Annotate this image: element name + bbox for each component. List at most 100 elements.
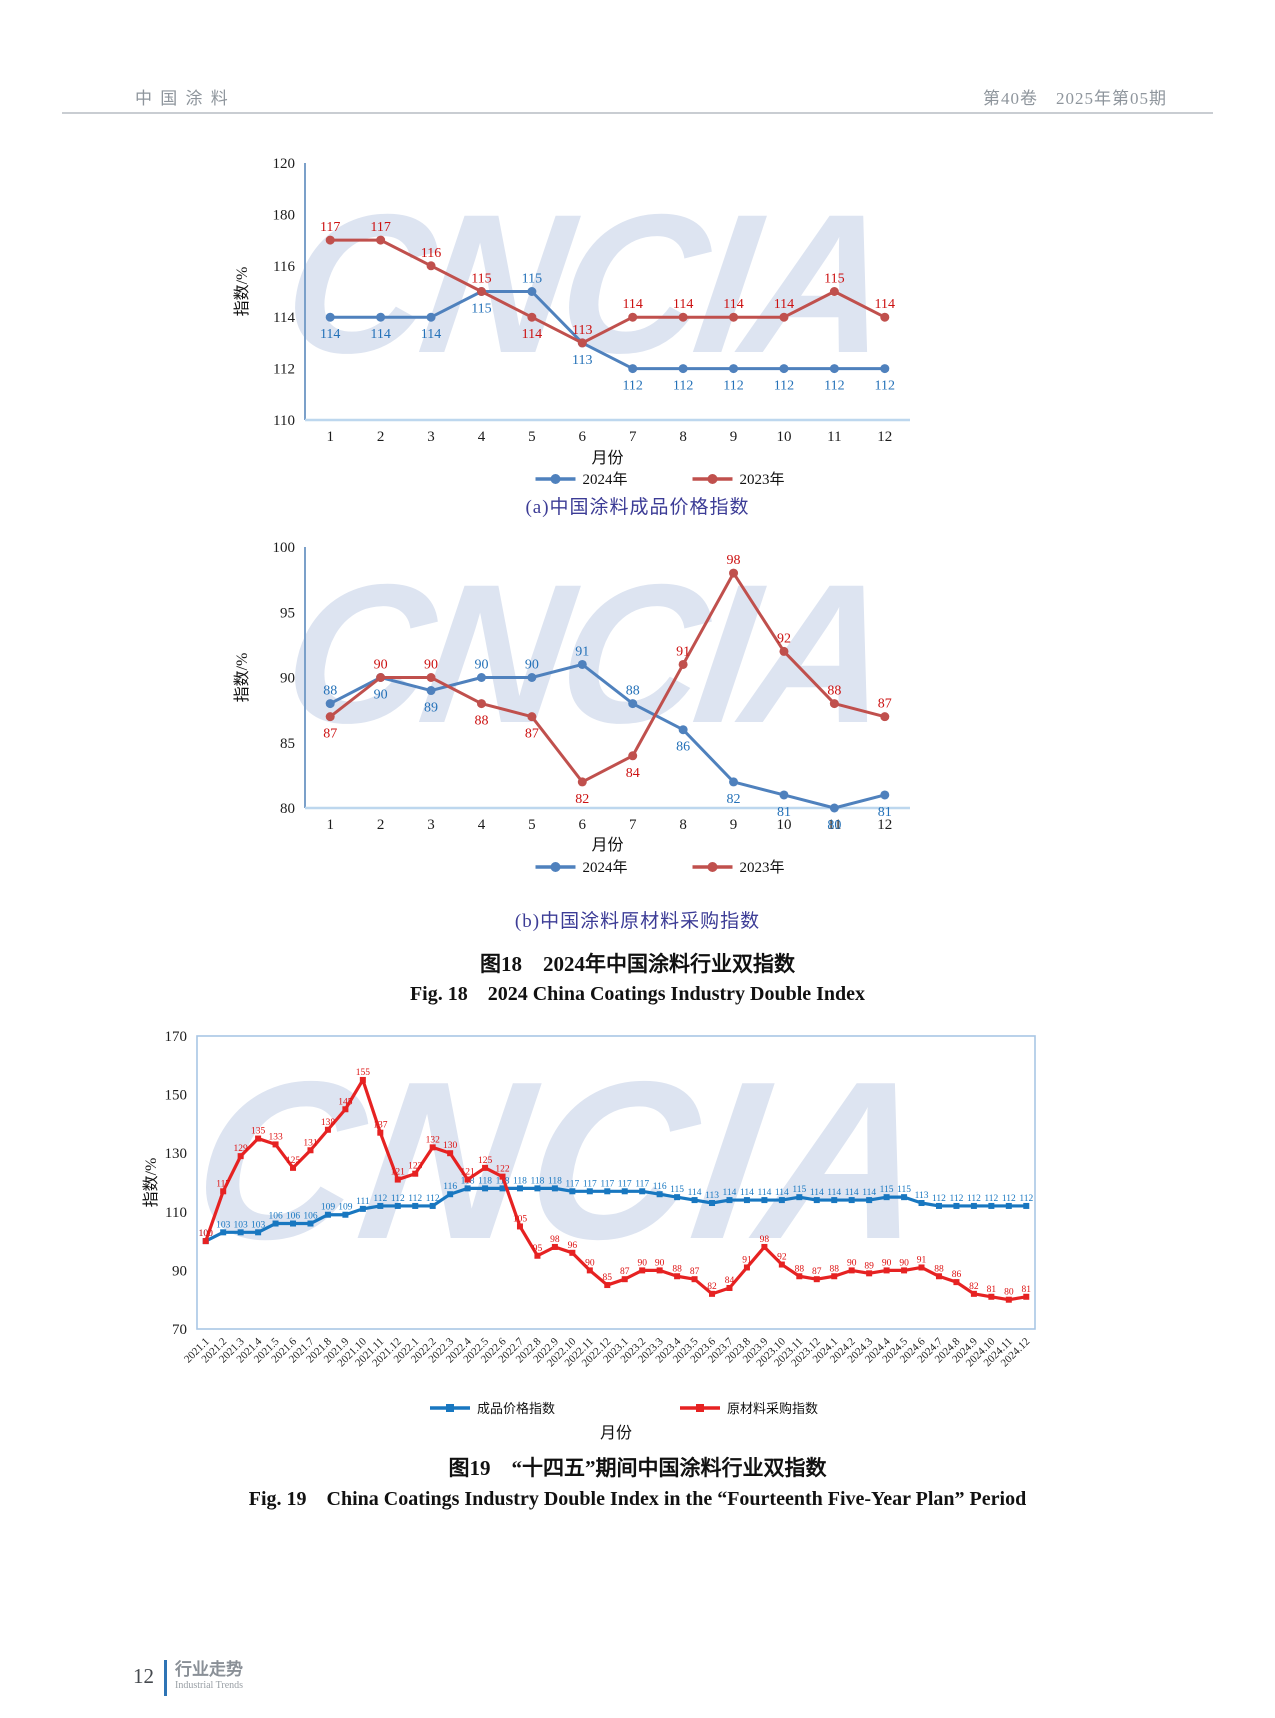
svg-text:3: 3 <box>427 429 435 445</box>
svg-text:80: 80 <box>1004 1288 1014 1298</box>
svg-text:月份: 月份 <box>591 449 623 467</box>
chart-product-price-index: 110 112 114 116 180 120 指数/% 1 2 3 4 5 6 7 8 9 10 11 12 114… <box>225 148 925 498</box>
svg-text:114: 114 <box>273 310 295 326</box>
svg-text:87: 87 <box>690 1267 700 1277</box>
svg-text:98: 98 <box>727 553 741 568</box>
svg-text:114: 114 <box>875 297 895 312</box>
svg-text:87: 87 <box>525 727 539 742</box>
svg-text:115: 115 <box>670 1185 684 1195</box>
caption-subfigure-b: (b)中国涂料原材料采购指数 <box>514 911 761 932</box>
footer-section-en: Industrial Trends <box>175 1680 244 1692</box>
svg-text:2024年: 2024年 <box>583 859 628 876</box>
svg-text:114: 114 <box>622 297 642 312</box>
svg-text:115: 115 <box>471 302 491 317</box>
svg-text:7: 7 <box>629 429 637 445</box>
svg-text:113: 113 <box>915 1191 929 1201</box>
svg-text:指数/%: 指数/% <box>142 1158 160 1208</box>
svg-text:90: 90 <box>280 671 295 687</box>
svg-text:112: 112 <box>984 1194 998 1204</box>
figure18-title-en: Fig. 18 2024 China Coatings Industry Dou… <box>409 983 866 1005</box>
svg-text:129: 129 <box>234 1144 249 1154</box>
svg-text:114: 114 <box>827 1188 841 1198</box>
svg-text:91: 91 <box>742 1255 752 1265</box>
svg-text:9: 9 <box>730 429 738 445</box>
footer-section-cn: 行业走势 <box>175 1660 243 1679</box>
svg-text:5: 5 <box>528 817 536 833</box>
svg-text:112: 112 <box>1019 1194 1033 1204</box>
svg-text:70: 70 <box>172 1322 187 1338</box>
svg-text:81: 81 <box>987 1285 997 1295</box>
chart-double-index-14th-plan: 70 90 110 130 150 170 指数/% 2021.1 2021.2 2021.3 20… <box>140 1028 1080 1458</box>
svg-text:117: 117 <box>370 220 390 235</box>
svg-text:90: 90 <box>474 658 488 673</box>
chart-raw-material-index: 80 85 90 95 100 指数/% 1 2 3 4 5 6 7 8 9 10 11 12 88 90 89 90 90… <box>225 540 925 885</box>
svg-text:8: 8 <box>679 429 687 445</box>
svg-text:112: 112 <box>824 379 844 394</box>
svg-text:88: 88 <box>323 684 337 699</box>
svg-text:87: 87 <box>323 727 337 742</box>
svg-text:106: 106 <box>303 1212 318 1222</box>
svg-text:90: 90 <box>525 658 539 673</box>
svg-text:87: 87 <box>620 1267 630 1277</box>
svg-text:2: 2 <box>377 817 385 833</box>
svg-text:100: 100 <box>199 1229 214 1239</box>
svg-text:12: 12 <box>877 429 892 445</box>
svg-text:137: 137 <box>373 1121 388 1131</box>
svg-text:113: 113 <box>572 323 592 338</box>
svg-text:112: 112 <box>875 379 895 394</box>
svg-text:123: 123 <box>408 1162 423 1172</box>
figure19-title-en: Fig. 19 China Coatings Industry Double I… <box>248 1488 1027 1510</box>
svg-text:6: 6 <box>579 817 587 833</box>
svg-text:114: 114 <box>370 327 390 342</box>
svg-text:114: 114 <box>757 1188 771 1198</box>
svg-text:117: 117 <box>320 220 340 235</box>
svg-text:114: 114 <box>845 1188 859 1198</box>
svg-text:88: 88 <box>795 1264 805 1274</box>
svg-text:5: 5 <box>528 429 536 445</box>
svg-text:指数/%: 指数/% <box>233 267 251 317</box>
svg-text:10: 10 <box>776 429 791 445</box>
svg-text:92: 92 <box>777 1253 787 1263</box>
svg-text:114: 114 <box>810 1188 824 1198</box>
svg-text:118: 118 <box>478 1176 492 1186</box>
svg-text:116: 116 <box>653 1182 667 1192</box>
svg-text:88: 88 <box>829 1264 839 1274</box>
svg-text:106: 106 <box>286 1212 301 1222</box>
svg-text:81: 81 <box>878 805 892 820</box>
svg-text:117: 117 <box>635 1179 649 1189</box>
svg-text:132: 132 <box>426 1135 441 1145</box>
svg-text:121: 121 <box>460 1168 475 1178</box>
svg-text:138: 138 <box>321 1118 336 1128</box>
svg-text:112: 112 <box>774 379 794 394</box>
header-rule <box>62 112 1213 114</box>
svg-text:114: 114 <box>320 327 340 342</box>
svg-text:11: 11 <box>827 817 841 833</box>
svg-text:指数/%: 指数/% <box>233 653 251 703</box>
svg-text:11: 11 <box>827 429 841 445</box>
svg-text:90: 90 <box>637 1258 647 1268</box>
svg-text:4: 4 <box>478 429 486 445</box>
svg-text:120: 120 <box>273 156 296 172</box>
svg-text:87: 87 <box>812 1267 822 1277</box>
svg-text:115: 115 <box>880 1185 894 1195</box>
svg-text:90: 90 <box>374 688 388 703</box>
svg-text:90: 90 <box>374 658 388 673</box>
svg-text:113: 113 <box>705 1191 719 1201</box>
svg-text:116: 116 <box>443 1182 457 1192</box>
svg-text:84: 84 <box>725 1276 735 1286</box>
svg-text:112: 112 <box>949 1194 963 1204</box>
svg-text:89: 89 <box>424 701 438 716</box>
svg-text:10: 10 <box>776 817 791 833</box>
svg-text:原材料采购指数: 原材料采购指数 <box>727 1401 818 1416</box>
svg-text:112: 112 <box>426 1194 440 1204</box>
svg-text:112: 112 <box>673 379 693 394</box>
svg-text:121: 121 <box>391 1168 406 1178</box>
svg-text:1: 1 <box>326 817 334 833</box>
svg-text:80: 80 <box>827 818 841 833</box>
svg-text:98: 98 <box>760 1235 770 1245</box>
svg-text:117: 117 <box>565 1179 579 1189</box>
svg-text:96: 96 <box>568 1241 578 1251</box>
svg-text:115: 115 <box>897 1185 911 1195</box>
svg-text:118: 118 <box>513 1176 527 1186</box>
